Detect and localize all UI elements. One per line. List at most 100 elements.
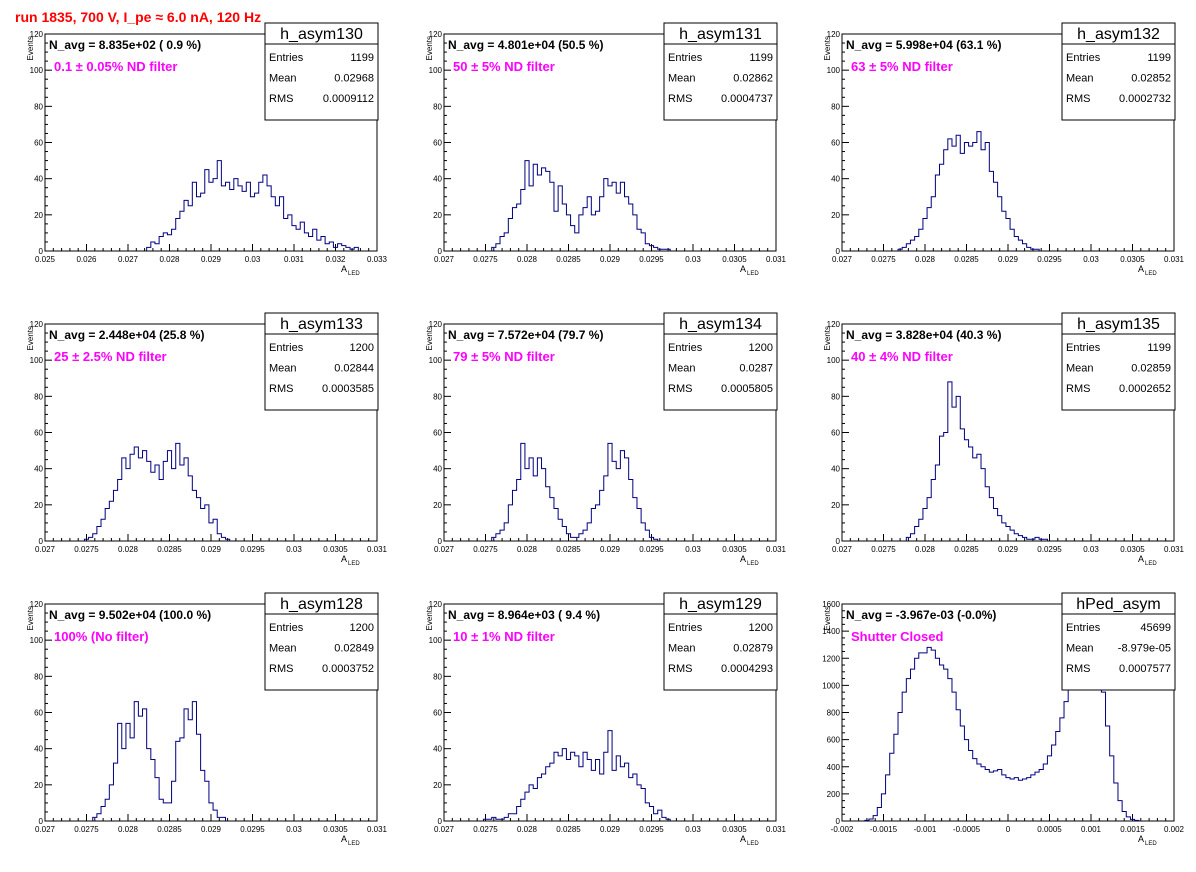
x-tick-label: 0.03 <box>685 545 701 554</box>
navg-label: N_avg = 4.801e+04 (50.5 %) <box>448 38 603 52</box>
histogram-svg: 0.027 0.0275 0.028 0.0285 0.029 0.0295 0.03 0.0… <box>26 312 388 567</box>
x-tick-label: 0.0305 <box>1120 255 1145 264</box>
x-tick-label: 0.031 <box>766 255 787 264</box>
x-axis-label: A <box>740 264 746 274</box>
y-tick-label: 100 <box>30 356 44 365</box>
filter-label: 25 ± 2.5% ND filter <box>54 349 167 364</box>
y-tick-label: 0 <box>438 537 443 546</box>
y-axis-label: Events <box>823 326 832 350</box>
histogram-svg: 0.027 0.0275 0.028 0.0285 0.029 0.0295 0.03 0.0… <box>425 22 787 277</box>
x-tick-label: 0.029 <box>201 255 222 264</box>
stats-value: 0.0003585 <box>322 383 374 395</box>
stats-label: Mean <box>668 73 696 85</box>
y-tick-label: 120 <box>827 30 841 39</box>
stats-box-title: h_asym131 <box>679 26 762 43</box>
x-tick-label: 0.031 <box>766 545 787 554</box>
stats-box-title: h_asym135 <box>1077 316 1160 333</box>
stats-box-title: h_asym134 <box>679 316 762 333</box>
stats-label: Entries <box>1066 622 1101 634</box>
stats-box <box>663 312 778 411</box>
stats-value: 1199 <box>350 52 374 64</box>
stats-value: 1199 <box>1147 342 1171 354</box>
y-tick-label: 120 <box>30 320 44 329</box>
histogram-line-h_asym132 <box>897 131 1040 251</box>
y-tick-label: 1000 <box>822 681 840 690</box>
x-tick-label: 0.028 <box>915 255 936 264</box>
stats-box <box>1061 312 1176 411</box>
x-tick-label: 0.032 <box>325 255 346 264</box>
navg-label: N_avg = -3.967e-03 (-0.0%) <box>846 608 996 622</box>
stats-value: 1199 <box>1147 52 1171 64</box>
y-tick-label: 20 <box>34 501 43 510</box>
x-tick-label: 0.0295 <box>1037 255 1062 264</box>
stats-box <box>264 22 379 121</box>
stats-label: Entries <box>269 622 304 634</box>
y-tick-label: 0 <box>836 247 841 256</box>
stats-label: RMS <box>269 93 293 105</box>
x-axis-label: A <box>740 834 746 844</box>
y-tick-label: 20 <box>831 501 840 510</box>
y-tick-label: 1200 <box>822 654 840 663</box>
x-axis-label: A <box>1138 264 1144 274</box>
y-tick-label: 120 <box>30 600 44 609</box>
filter-label: 10 ± 1% ND filter <box>453 629 555 644</box>
y-axis-label: Events <box>425 36 434 60</box>
y-axis-label: Events <box>425 326 434 350</box>
stats-value: 0.02879 <box>733 643 773 655</box>
y-tick-label: 20 <box>831 211 840 220</box>
y-tick-label: 0 <box>438 247 443 256</box>
x-tick-label: 0.0295 <box>639 825 664 834</box>
x-tick-label: 0.0005 <box>1037 825 1062 834</box>
stats-value: 1199 <box>749 52 773 64</box>
x-tick-label: 0.0285 <box>556 825 581 834</box>
histogram-panel-h-asym130: 0.025 0.026 0.027 0.028 0.029 0.03 0.031 0.032 0… <box>0 12 398 302</box>
stats-label: Entries <box>668 342 703 354</box>
y-tick-label: 120 <box>429 600 443 609</box>
stats-box <box>663 592 778 691</box>
stats-label: Mean <box>668 363 696 375</box>
stats-label: Entries <box>668 52 703 64</box>
x-axis-label-subscript: LED <box>747 841 759 847</box>
stats-value: 0.02849 <box>334 643 374 655</box>
histogram-svg: 0.027 0.0275 0.028 0.0285 0.029 0.0295 0.03 0.0… <box>823 312 1185 567</box>
x-tick-label: 0.0285 <box>157 545 182 554</box>
x-tick-label: 0 <box>1006 825 1011 834</box>
x-tick-label: 0.03 <box>685 825 701 834</box>
y-tick-label: 400 <box>827 763 841 772</box>
x-tick-label: 0.03 <box>245 255 261 264</box>
x-axis-label-subscript: LED <box>747 271 759 277</box>
y-tick-label: 120 <box>429 30 443 39</box>
navg-label: N_avg = 3.828e+04 (40.3 %) <box>846 328 1001 342</box>
x-tick-label: 0.029 <box>998 545 1019 554</box>
stats-label: RMS <box>668 663 692 675</box>
x-tick-label: 0.03 <box>286 545 302 554</box>
y-tick-label: 40 <box>831 175 840 184</box>
filter-label: 100% (No filter) <box>54 629 149 644</box>
x-tick-label: 0.029 <box>201 825 222 834</box>
x-tick-label: 0.0295 <box>240 825 265 834</box>
histogram-line-h_asym129 <box>482 730 671 821</box>
stats-label: RMS <box>668 383 692 395</box>
x-tick-label: 0.029 <box>600 825 621 834</box>
y-tick-label: 100 <box>30 636 44 645</box>
stats-label: RMS <box>1066 383 1090 395</box>
y-tick-label: 80 <box>831 392 840 401</box>
y-tick-label: 100 <box>429 636 443 645</box>
x-tick-label: 0.0285 <box>556 545 581 554</box>
x-axis-label: A <box>1138 834 1144 844</box>
stats-value: 0.0009112 <box>323 93 374 105</box>
x-tick-label: 0.027 <box>832 255 853 264</box>
stats-value: 0.0002732 <box>1119 93 1171 105</box>
stats-box-title: h_asym129 <box>679 596 762 613</box>
stats-label: Mean <box>668 643 696 655</box>
y-axis-label: Events <box>26 36 35 60</box>
stats-value: 45699 <box>1140 622 1171 634</box>
y-axis-label: Events <box>26 606 35 630</box>
x-tick-label: -0.0015 <box>870 825 898 834</box>
histogram-line-h_asym128 <box>92 701 227 821</box>
y-tick-label: 100 <box>429 356 443 365</box>
x-tick-label: 0.027 <box>832 545 853 554</box>
x-axis-label-subscript: LED <box>747 561 759 567</box>
x-tick-label: 0.03 <box>1083 545 1099 554</box>
y-tick-label: 100 <box>30 66 44 75</box>
